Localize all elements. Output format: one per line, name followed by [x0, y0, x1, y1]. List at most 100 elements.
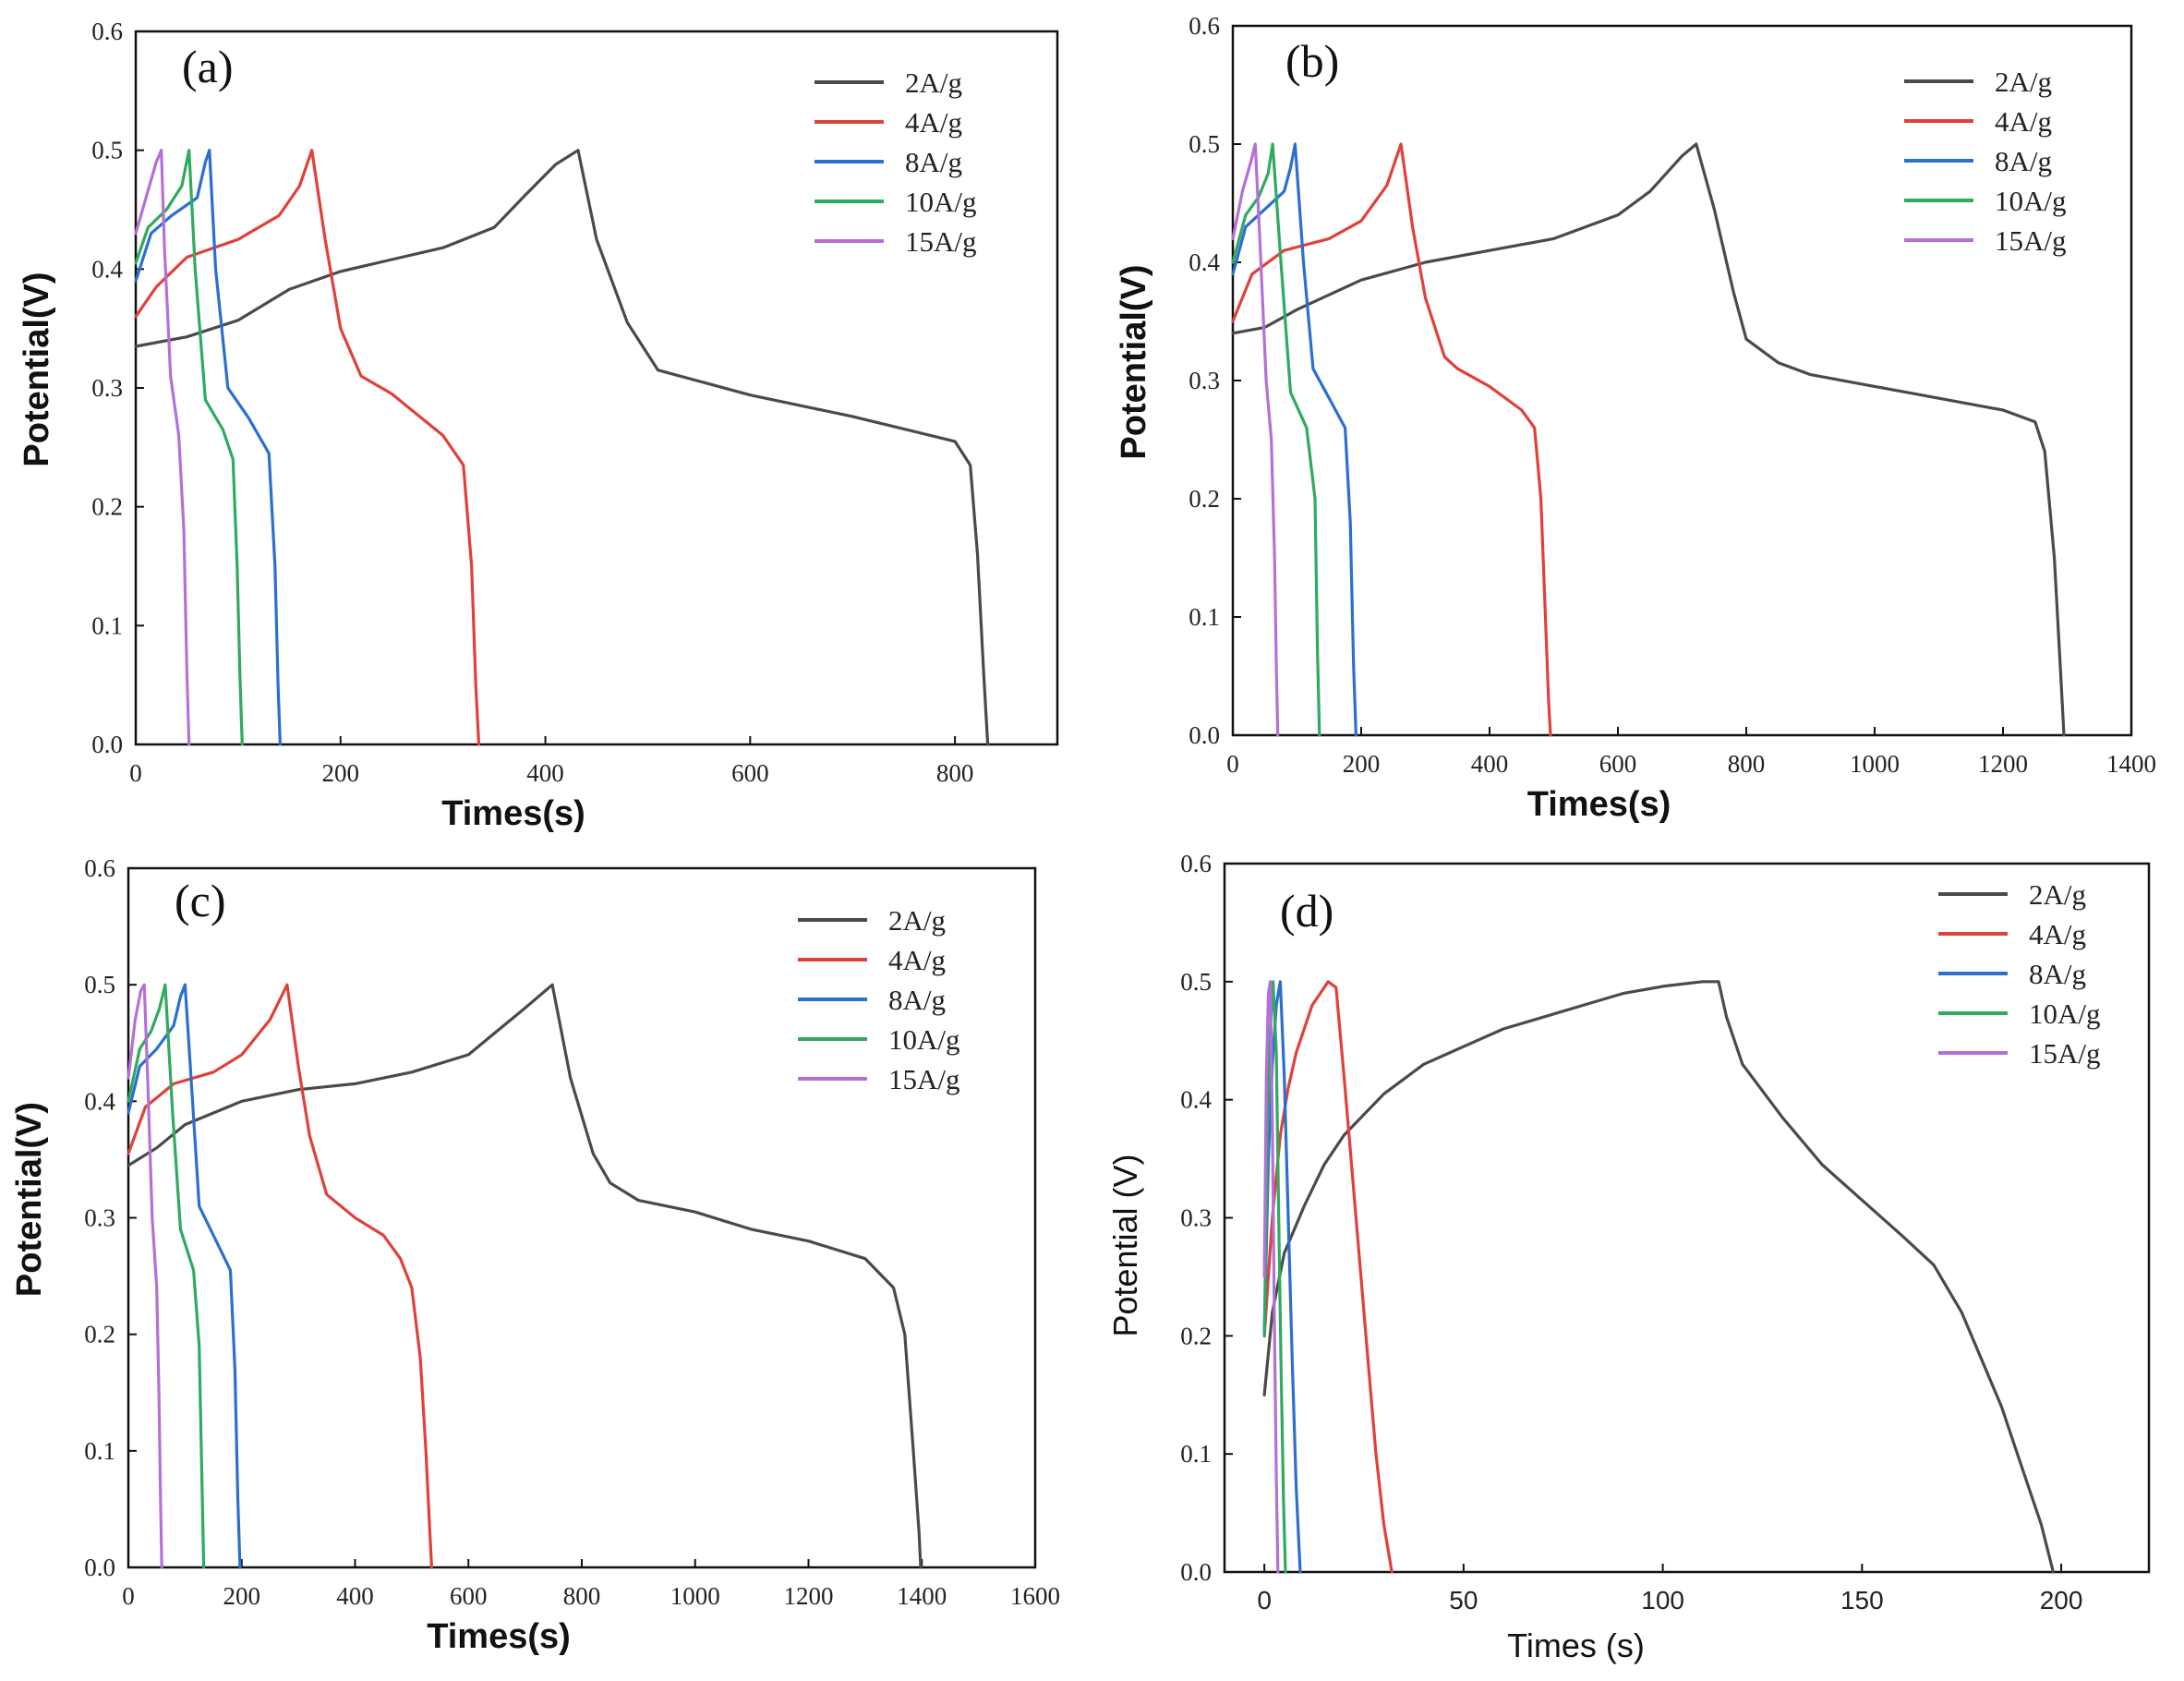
y-tick-label: 0.5 — [1180, 968, 1212, 996]
x-tick-label: 600 — [1599, 750, 1637, 778]
legend-entry: 10A/g — [888, 1023, 960, 1056]
legend-entry: 8A/g — [2029, 958, 2086, 990]
y-tick-label: 0.2 — [1189, 485, 1220, 513]
x-tick-label: 600 — [731, 759, 769, 787]
series-line — [134, 149, 244, 746]
y-tick-label: 0.5 — [1189, 130, 1220, 158]
series-line — [134, 149, 481, 746]
y-tick-label: 0.6 — [91, 18, 123, 45]
y-tick-label: 0.5 — [84, 971, 115, 998]
series-line — [134, 149, 990, 746]
chart-panel-b: 0.0 0.1 0.2 0.3 0.4 0.5 0.6 0 200 400 600 800 1000 12… — [1115, 12, 2156, 824]
y-tick-label: 0.3 — [84, 1204, 115, 1232]
series-line — [1231, 142, 1358, 737]
x-tick-label: 50 — [1449, 1586, 1478, 1614]
x-tick-label: 800 — [563, 1582, 601, 1610]
x-tick-label: 1600 — [1010, 1582, 1060, 1610]
y-tick-label: 0.1 — [91, 611, 123, 639]
x-tick-label: 0 — [122, 1582, 135, 1610]
x-tick-label: 600 — [450, 1582, 488, 1610]
legend-entry: 15A/g — [1995, 224, 2067, 257]
y-axis-label: Potential(V) — [1115, 264, 1153, 459]
panel-title: (a) — [182, 41, 234, 92]
x-tick-label: 0 — [1257, 1586, 1272, 1614]
x-tick-label: 1000 — [670, 1582, 720, 1610]
plot-frame — [1223, 862, 2151, 1574]
legend-entry: 10A/g — [905, 186, 977, 218]
x-tick-label: 400 — [336, 1582, 374, 1610]
y-tick-label: 0.1 — [1189, 603, 1220, 631]
legend-entry: 10A/g — [2029, 998, 2101, 1030]
y-axis-label: Potential(V) — [18, 272, 56, 466]
x-tick-label: 1000 — [1850, 750, 1900, 778]
x-axis-label: Times(s) — [427, 1617, 571, 1656]
chart-panel-c: 0.0 0.1 0.2 0.3 0.4 0.5 0.6 0 200 400 600 800 1000 12… — [10, 854, 1060, 1656]
legend-entry: 4A/g — [888, 944, 946, 976]
x-tick-label: 200 — [1343, 750, 1381, 778]
series-line — [127, 983, 163, 1569]
x-axis-label: Times(s) — [1527, 785, 1671, 824]
chart-panel-a: 0.0 0.1 0.2 0.3 0.4 0.5 0.6 0 200 400 600 800 Times(… — [18, 18, 1059, 833]
legend-entry: 2A/g — [2029, 878, 2086, 911]
x-tick-label: 200 — [2040, 1586, 2083, 1614]
y-tick-label: 0.4 — [1180, 1086, 1212, 1114]
legend-entry: 2A/g — [888, 904, 946, 937]
x-tick-label: 1200 — [1978, 750, 2028, 778]
chart-panel-d: 0.0 0.1 0.2 0.3 0.4 0.5 0.6 0 50 100 150 200 Times (… — [1106, 850, 2151, 1664]
x-tick-label: 100 — [1641, 1586, 1684, 1614]
x-axis-label: Times(s) — [441, 794, 585, 833]
series-line — [127, 983, 433, 1569]
y-tick-label: 0.2 — [1180, 1322, 1212, 1349]
x-tick-label: 400 — [1471, 750, 1509, 778]
y-tick-label: 0.1 — [84, 1437, 115, 1465]
y-tick-label: 0.6 — [1189, 12, 1220, 40]
legend-entry: 10A/g — [1995, 185, 2067, 217]
legend-entry: 15A/g — [888, 1063, 960, 1095]
x-tick-label: 1400 — [2106, 750, 2156, 778]
x-tick-label: 200 — [223, 1582, 261, 1610]
legend-entry: 8A/g — [905, 146, 962, 178]
y-tick-label: 0.2 — [91, 493, 123, 521]
x-tick-label: 800 — [936, 759, 974, 787]
legend-entry: 2A/g — [1995, 66, 2052, 98]
x-tick-label: 800 — [1728, 750, 1766, 778]
y-tick-label: 0.4 — [91, 255, 123, 283]
panel-title: (c) — [175, 875, 226, 926]
legend-entry: 4A/g — [1995, 105, 2052, 138]
y-tick-label: 0.2 — [84, 1321, 115, 1348]
y-axis-label: Potential(V) — [10, 1102, 49, 1297]
y-axis-label: Potential (V) — [1106, 1154, 1144, 1336]
legend-entry: 2A/g — [905, 67, 962, 99]
y-tick-label: 0.4 — [84, 1087, 115, 1115]
series-line — [1262, 980, 1287, 1574]
series-line — [134, 149, 191, 746]
series-line — [1262, 980, 2055, 1574]
legend-entry: 15A/g — [2029, 1037, 2101, 1070]
y-tick-label: 0.0 — [84, 1554, 115, 1581]
series-line — [1231, 142, 1321, 737]
series-line — [1262, 980, 1302, 1574]
y-tick-label: 0.6 — [1180, 850, 1212, 877]
series-line — [1231, 142, 1280, 737]
y-tick-label: 0.0 — [1189, 721, 1220, 749]
x-tick-label: 150 — [1840, 1586, 1884, 1614]
y-tick-label: 0.3 — [1189, 367, 1220, 394]
y-tick-label: 0.0 — [1180, 1558, 1212, 1586]
y-tick-label: 0.3 — [91, 374, 123, 402]
panel-title: (b) — [1285, 35, 1339, 87]
x-axis-label: Times (s) — [1507, 1627, 1645, 1664]
series-line — [1231, 142, 1552, 737]
y-tick-label: 0.3 — [1180, 1204, 1212, 1232]
x-tick-label: 400 — [526, 759, 564, 787]
y-tick-label: 0.6 — [84, 854, 115, 882]
legend-entry: 8A/g — [1995, 145, 2052, 177]
x-tick-label: 200 — [322, 759, 360, 787]
legend-entry: 4A/g — [2029, 918, 2086, 950]
x-tick-label: 1200 — [784, 1582, 834, 1610]
y-tick-label: 0.1 — [1180, 1440, 1212, 1468]
y-tick-label: 0.0 — [91, 731, 123, 758]
series-line — [134, 149, 282, 746]
legend-entry: 15A/g — [905, 225, 977, 258]
series-line — [1262, 980, 1280, 1574]
